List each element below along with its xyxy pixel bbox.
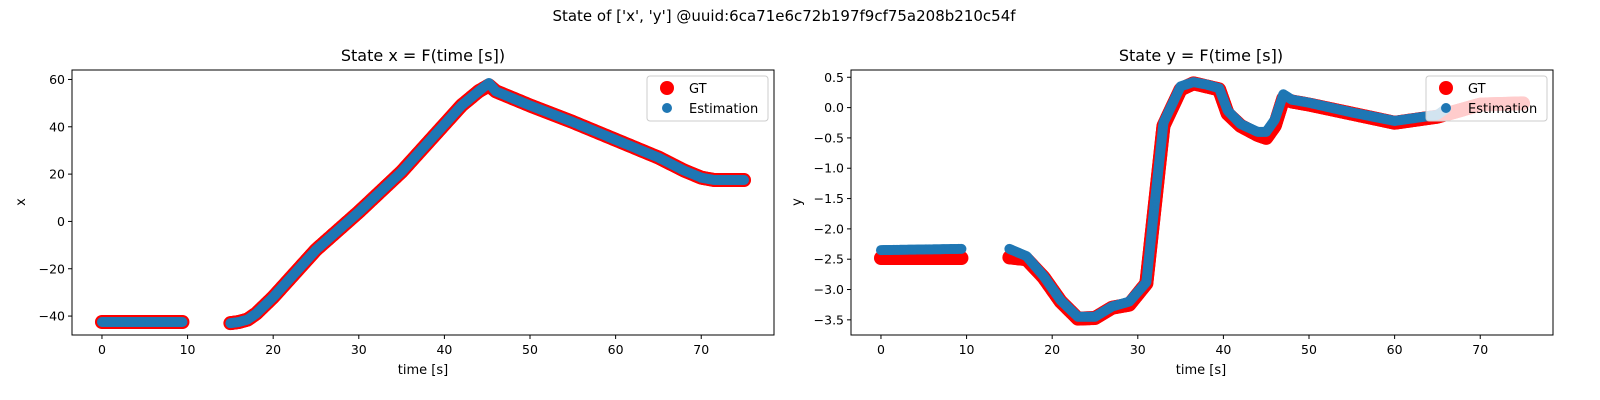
x-tick-label: 40 [436, 342, 452, 357]
y-tick-label: 20 [49, 167, 65, 182]
y-axis-label: y [790, 198, 805, 206]
data-point-estimation [739, 175, 750, 186]
legend-box [1425, 75, 1548, 122]
x-tick-label: 0 [877, 342, 885, 357]
y-tick-label: 60 [49, 72, 65, 87]
x-tick-label: 70 [693, 342, 709, 357]
legend-label-estimation: Estimation [689, 102, 758, 117]
legend-box [646, 75, 769, 122]
chart-title: State x = F(time [s]) [341, 46, 505, 65]
chart-panel-x: State x = F(time [s]) 0 10 20 30 40 50 60 70 −4… [14, 46, 775, 378]
x-tick-label: 0 [98, 342, 106, 357]
axes-frame [71, 69, 775, 336]
y-axis: −3.5 −3.0 −2.5 −2.0 −1.5 −1.0 −0.5 0.0 0.5 [814, 70, 851, 327]
x-tick-label: 10 [180, 342, 196, 357]
chart-title: State y = F(time [s]) [1119, 46, 1283, 65]
y-tick-label: −0.5 [814, 130, 844, 145]
x-tick-label: 70 [1472, 342, 1488, 357]
legend-label-gt: GT [689, 82, 707, 97]
legend-label-estimation: Estimation [1468, 102, 1537, 117]
y-tick-label: −2.0 [814, 221, 844, 236]
y-tick-label: 0.5 [824, 70, 844, 85]
y-tick-label: −1.0 [814, 161, 844, 176]
legend-marker-estimation [662, 103, 672, 113]
x-tick-label: 60 [608, 342, 624, 357]
legend-marker-gt [660, 81, 674, 95]
axes-frame [850, 69, 1554, 336]
figure-suptitle: State of ['x', 'y'] @uuid:6ca71e6c72b197… [552, 7, 1016, 25]
y-tick-label: 0 [57, 214, 65, 229]
x-axis-label: time [s] [1176, 363, 1226, 378]
x-tick-label: 20 [265, 342, 281, 357]
y-tick-label: −1.5 [814, 191, 844, 206]
data-point-estimation [956, 243, 967, 254]
x-tick-label: 60 [1387, 342, 1403, 357]
data-point-gt [954, 250, 969, 265]
y-tick-label: −20 [39, 261, 65, 276]
data-point-estimation [177, 316, 188, 327]
x-tick-label: 20 [1044, 342, 1060, 357]
x-tick-label: 30 [351, 342, 367, 357]
chart-panel-y: State y = F(time [s]) 0 10 20 30 40 50 60 70 −3… [790, 46, 1554, 378]
y-tick-label: 40 [49, 119, 65, 134]
x-axis: 0 10 20 30 40 50 60 70 [877, 335, 1488, 357]
y-tick-label: 0.0 [824, 100, 844, 115]
y-axis: −40 −20 0 20 40 60 [39, 72, 72, 324]
legend-marker-gt [1439, 81, 1453, 95]
legend: GT Estimation [1425, 75, 1548, 122]
y-axis-label: x [14, 198, 29, 206]
y-tick-label: −2.5 [814, 252, 844, 267]
y-tick-label: −3.0 [814, 282, 844, 297]
x-tick-label: 50 [1301, 342, 1317, 357]
plot-area [873, 76, 1531, 326]
x-tick-label: 30 [1130, 342, 1146, 357]
plot-area [94, 78, 752, 331]
x-axis-label: time [s] [398, 363, 448, 378]
x-axis: 0 10 20 30 40 50 60 70 [98, 335, 709, 357]
x-tick-label: 40 [1215, 342, 1231, 357]
y-tick-label: −40 [39, 309, 65, 324]
x-tick-label: 50 [522, 342, 538, 357]
y-tick-label: −3.5 [814, 312, 844, 327]
legend-label-gt: GT [1468, 82, 1486, 97]
x-tick-label: 10 [959, 342, 975, 357]
legend: GT Estimation [646, 75, 769, 122]
legend-marker-estimation [1441, 103, 1451, 113]
